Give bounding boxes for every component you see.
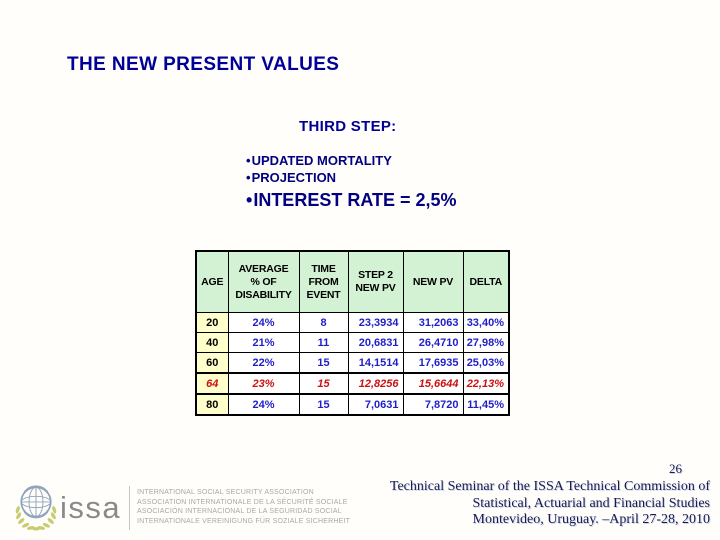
cell-age: 40 (195, 332, 229, 353)
bullet-marker: • (246, 153, 251, 168)
cell-delta: 22,13% (462, 372, 510, 395)
cell-age: 80 (195, 393, 229, 416)
col-header-time: TIME FROM EVENT (298, 250, 349, 313)
issa-logo: issa INTERNATIONAL SOCIAL SECURITY ASSOC… (8, 478, 350, 538)
col-header-step2-new-pv: STEP 2 NEW PV (347, 250, 404, 313)
cell-delta: 25,03% (462, 352, 510, 374)
step-heading: THIRD STEP: (299, 118, 397, 135)
org-name-line: ASOCIACIÓN INTERNACIONAL DE LA SEGURIDAD… (137, 508, 342, 515)
cell-age: 64 (195, 372, 229, 395)
bullet-label: INTEREST RATE = 2,5% (253, 190, 457, 210)
org-name-line: INTERNATIONALE VEREINIGUNG FÜR SOZIALE S… (137, 517, 351, 525)
bullet-list: •UPDATED MORTALITY •PROJECTION •INTEREST… (246, 152, 457, 212)
issa-wordmark: issa (60, 490, 122, 525)
bullet-item-interest-rate: •INTEREST RATE = 2,5% (246, 188, 457, 212)
org-name-line: INTERNATIONAL SOCIAL SECURITY ASSOCIATIO… (137, 489, 314, 496)
cell-disability: 22% (227, 352, 300, 374)
bullet-label: UPDATED MORTALITY (251, 153, 392, 168)
cell-disability: 24% (227, 312, 300, 333)
footer-seminar-info: 26 Technical Seminar of the ISSA Technic… (390, 461, 710, 529)
table-row: 80 24% 15 7,0631 7,8720 11,45% (195, 393, 510, 416)
bullet-label: PROJECTION (251, 170, 337, 185)
issa-org-names: INTERNATIONAL SOCIAL SECURITY ASSOCIATIO… (137, 488, 350, 526)
cell-step2-new-pv: 7,0631 (347, 393, 404, 416)
col-header-disability: AVERAGE % OF DISABILITY (227, 250, 300, 313)
cell-new-pv: 15,6644 (402, 372, 464, 395)
cell-new-pv: 7,8720 (402, 393, 464, 416)
table-row: 60 22% 15 14,1514 17,6935 25,03% (195, 352, 510, 374)
col-header-new-pv: NEW PV (402, 250, 464, 313)
col-header-age: AGE (195, 250, 229, 313)
footer-divider (129, 486, 130, 530)
cell-step2-new-pv: 12,8256 (347, 372, 404, 395)
cell-time: 8 (298, 312, 349, 333)
bullet-marker: • (246, 170, 251, 185)
table-row: 40 21% 11 20,6831 26,4710 27,98% (195, 332, 510, 353)
table-row: 20 24% 8 23,3934 31,2063 33,40% (195, 312, 510, 333)
seminar-line: Statistical, Actuarial and Financial Stu… (472, 495, 710, 511)
seminar-line: Technical Seminar of the ISSA Technical … (389, 479, 710, 494)
page-number: 26 (669, 461, 682, 476)
bullet-marker: • (246, 190, 253, 210)
cell-new-pv: 31,2063 (402, 312, 464, 333)
table-row-highlighted: 64 23% 15 12,8256 15,6644 22,13% (195, 372, 510, 395)
cell-disability: 24% (227, 393, 300, 416)
cell-delta: 27,98% (462, 332, 510, 353)
bullet-item-updated-mortality: •UPDATED MORTALITY (246, 152, 457, 169)
cell-time: 15 (298, 352, 349, 374)
seminar-line: Montevideo, Uruguay. –April 27-28, 2010 (472, 512, 710, 527)
cell-time: 11 (298, 332, 349, 353)
bullet-item-projection: •PROJECTION (246, 169, 457, 186)
cell-age: 60 (195, 352, 229, 374)
cell-step2-new-pv: 20,6831 (347, 332, 404, 353)
cell-time: 15 (298, 372, 349, 395)
cell-disability: 21% (227, 332, 300, 353)
cell-disability: 23% (227, 372, 300, 395)
cell-step2-new-pv: 23,3934 (347, 312, 404, 333)
cell-delta: 11,45% (462, 393, 510, 416)
col-header-delta: DELTA (462, 250, 510, 313)
cell-new-pv: 26,4710 (402, 332, 464, 353)
cell-age: 20 (195, 312, 229, 333)
org-name-line: ASSOCIATION INTERNATIONALE DE LA SÉCURIT… (137, 498, 348, 506)
cell-new-pv: 17,6935 (402, 352, 464, 374)
slide-title: THE NEW PRESENT VALUES (67, 54, 340, 75)
table-header-row: AGE AVERAGE % OF DISABILITY TIME FROM EV… (195, 250, 510, 313)
cell-time: 15 (298, 393, 349, 416)
pv-table: AGE AVERAGE % OF DISABILITY TIME FROM EV… (195, 250, 510, 416)
cell-delta: 33,40% (462, 312, 510, 333)
issa-globe-icon (15, 485, 57, 531)
cell-step2-new-pv: 14,1514 (347, 352, 404, 374)
